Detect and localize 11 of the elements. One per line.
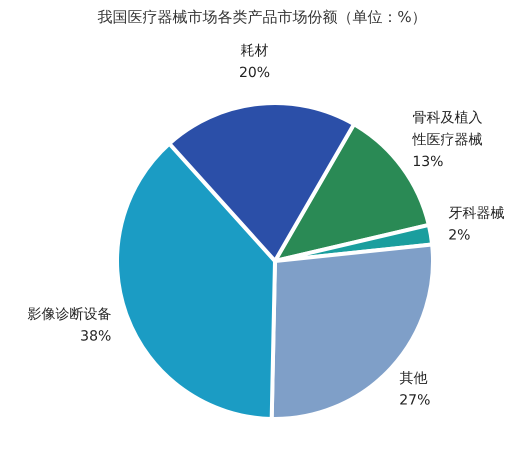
data-label: 2% (448, 227, 470, 244)
data-label: 13% (412, 154, 444, 170)
slice-label: 耗材 (240, 43, 269, 60)
slice-label: 牙科器械 (448, 205, 504, 222)
data-label: 27% (399, 392, 430, 409)
data-label: 20% (238, 65, 270, 82)
data-label: 38% (80, 328, 112, 344)
slice-label: 其他 (399, 370, 428, 387)
chart-title: 我国医疗器械市场各类产品市场份额（单位：%） (96, 8, 428, 27)
slice-label: 影像诊断设备 (27, 306, 112, 322)
slice-label: 骨科及植入性医疗器械 (411, 110, 482, 148)
